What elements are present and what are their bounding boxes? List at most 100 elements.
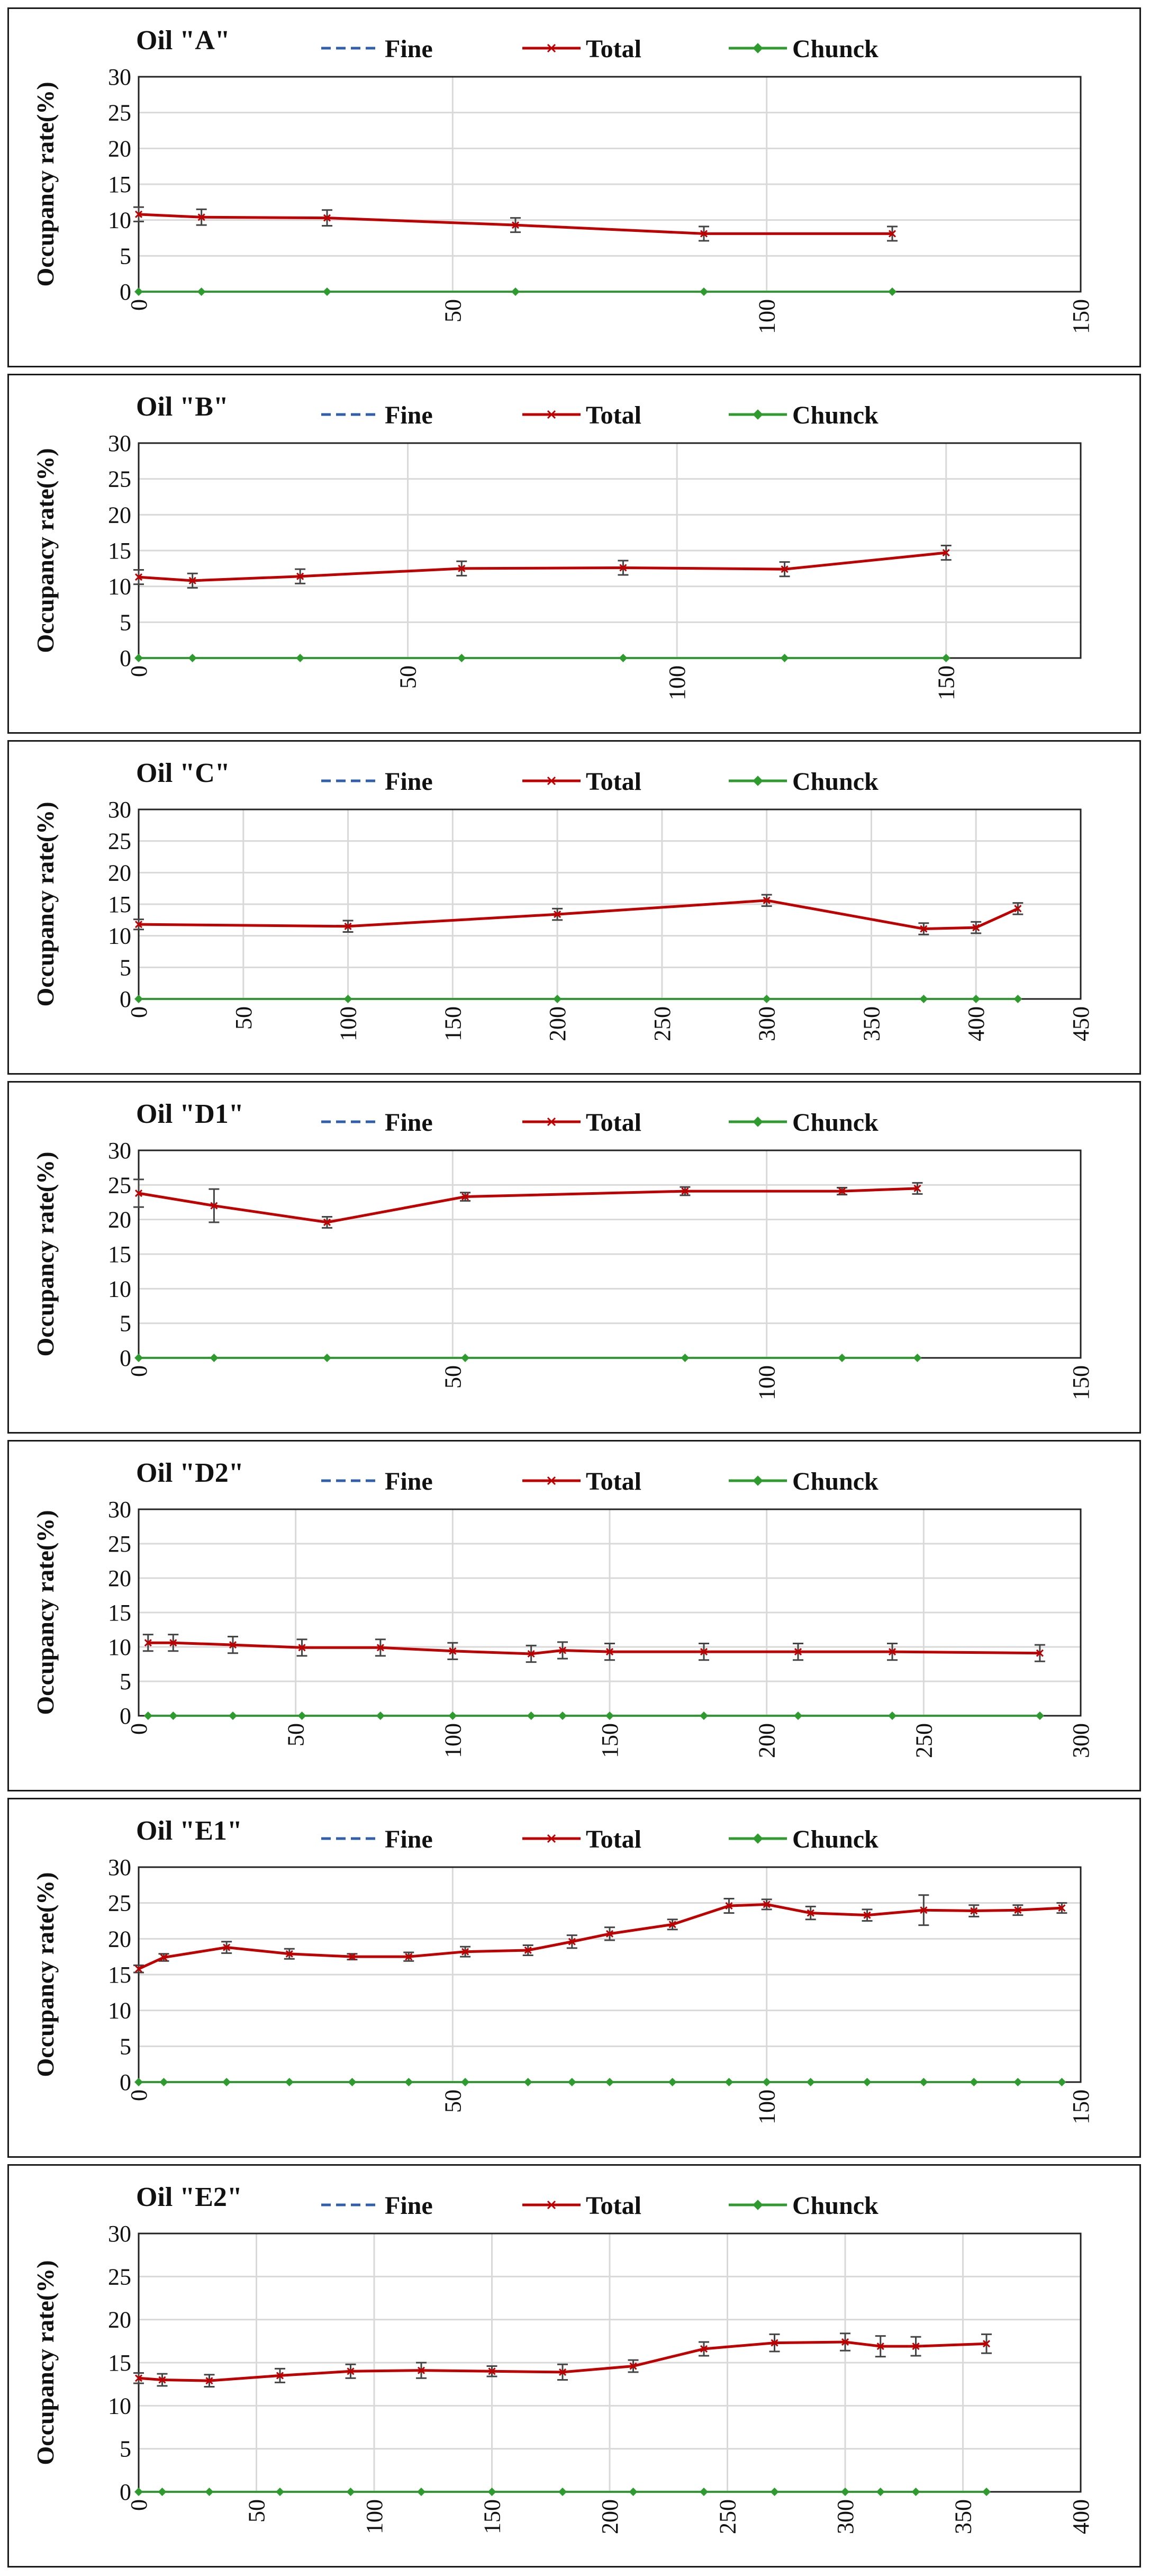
y-tick-label: 10: [108, 1276, 131, 1302]
chunck-point: [982, 2488, 991, 2496]
chunck-point: [605, 2078, 614, 2086]
total-point: [323, 214, 331, 222]
x-tick-label: 400: [963, 1006, 989, 1041]
chart-panel: Oil "C" Fine Total Chunck 0 5 10 15 20 25 30 0 50 100…: [7, 740, 1141, 1075]
total-point: [223, 1943, 231, 1951]
y-tick-label: 15: [108, 2350, 131, 2376]
total-point: [863, 1911, 871, 1919]
chunck-point: [376, 1712, 385, 1720]
y-tick-label: 20: [108, 1926, 131, 1952]
y-axis-label: Occupancy rate(%): [32, 1872, 59, 2077]
y-tick-label: 10: [108, 2393, 131, 2419]
chunck-point: [404, 2078, 413, 2086]
chart-svg: Oil "B" Fine Total Chunck 0 5 10 15 20 25 30 0 50 100…: [32, 392, 1082, 700]
chunck-point: [806, 2078, 815, 2086]
y-tick-label: 30: [108, 2221, 131, 2247]
legend-label-chunck: Chunck: [792, 35, 879, 63]
chunck-point: [188, 654, 197, 662]
total-point: [700, 230, 708, 238]
total-point: [134, 210, 143, 218]
x-tick-label: 400: [1068, 2499, 1094, 2534]
x-tick-label: 250: [649, 1006, 675, 1041]
chunck-point: [159, 2078, 168, 2086]
y-tick-label: 25: [108, 466, 131, 492]
x-tick-label: 150: [1068, 2089, 1094, 2124]
total-point: [970, 1907, 978, 1915]
total-point: [348, 1953, 356, 1961]
total-point: [210, 1202, 218, 1210]
total-point: [888, 1648, 897, 1656]
chunck-point: [158, 2488, 167, 2496]
chunck-point: [197, 287, 206, 296]
x-tick-label: 50: [231, 1006, 257, 1030]
legend-marker-chunck: [753, 409, 763, 420]
total-point: [807, 1909, 814, 1917]
total-point: [920, 925, 928, 933]
total-point: [558, 2368, 567, 2376]
y-axis-label: Occupancy rate(%): [32, 82, 59, 286]
y-tick-label: 30: [108, 1138, 131, 1164]
x-tick-label: 150: [934, 665, 959, 700]
total-point: [134, 1965, 143, 1973]
y-tick-label: 15: [108, 172, 131, 197]
x-tick-label: 50: [440, 2089, 466, 2113]
legend-label-fine: Fine: [385, 35, 433, 63]
y-tick-label: 5: [120, 954, 131, 980]
legend-label-total: Total: [586, 1825, 641, 1853]
chunck-point: [323, 287, 331, 296]
x-tick-label: 300: [754, 1006, 780, 1041]
legend-marker-chunck: [753, 2200, 763, 2210]
x-tick-label: 50: [283, 1723, 309, 1746]
chunck-point: [863, 2078, 872, 2086]
x-tick-label: 150: [479, 2499, 505, 2534]
total-point: [458, 564, 466, 572]
chunck-point: [205, 2488, 214, 2496]
x-tick-label: 200: [545, 1006, 571, 1041]
y-tick-label: 20: [108, 136, 131, 161]
total-point: [771, 2339, 778, 2347]
x-tick-label: 300: [832, 2499, 858, 2534]
chunck-point: [619, 654, 628, 662]
chunck-point: [681, 1354, 690, 1362]
y-tick-label: 5: [120, 1669, 131, 1695]
total-point: [488, 2367, 496, 2375]
chunck-point: [296, 654, 305, 662]
chunck-point: [700, 2488, 708, 2496]
y-tick-label: 0: [120, 2069, 131, 2095]
chart-svg: Oil "D1" Fine Total Chunck 0 5 10 15 20 25 30 0 50 10…: [32, 1099, 1094, 1400]
total-point: [461, 1193, 469, 1201]
total-point: [1014, 905, 1022, 913]
chunck-point: [461, 1354, 470, 1362]
x-tick-label: 350: [950, 2499, 976, 2534]
x-tick-label: 100: [336, 1006, 361, 1041]
x-tick-label: 100: [754, 2089, 780, 2124]
total-point: [841, 2338, 849, 2346]
chunck-point: [511, 287, 520, 296]
total-point: [417, 2366, 425, 2374]
chart-title: Oil "D1": [136, 1099, 244, 1129]
chunck-point: [911, 2488, 920, 2496]
chunck-point: [210, 1354, 219, 1362]
y-tick-label: 5: [120, 243, 131, 269]
chunck-point: [1057, 2078, 1066, 2086]
chunck-point: [1035, 1712, 1044, 1720]
chunck-point: [1013, 995, 1022, 1003]
chart-svg: Oil "E1" Fine Total Chunck 0 5 10 15 20 25 30 0 50 10…: [32, 1816, 1094, 2124]
total-point: [405, 1953, 413, 1961]
chart-title: Oil "E2": [136, 2182, 242, 2212]
chunck-point: [629, 2488, 638, 2496]
y-tick-label: 0: [120, 986, 131, 1012]
x-tick-label: 150: [597, 1723, 623, 1758]
y-tick-label: 0: [120, 645, 131, 671]
chunck-point: [919, 2078, 928, 2086]
chunck-point: [876, 2488, 885, 2496]
y-tick-label: 10: [108, 574, 131, 600]
total-point: [942, 548, 950, 557]
x-tick-label: 0: [126, 1723, 152, 1735]
total-point: [605, 1648, 614, 1656]
total-point: [134, 2374, 143, 2382]
y-tick-label: 25: [108, 1531, 131, 1557]
legend-label-fine: Fine: [385, 1109, 433, 1137]
